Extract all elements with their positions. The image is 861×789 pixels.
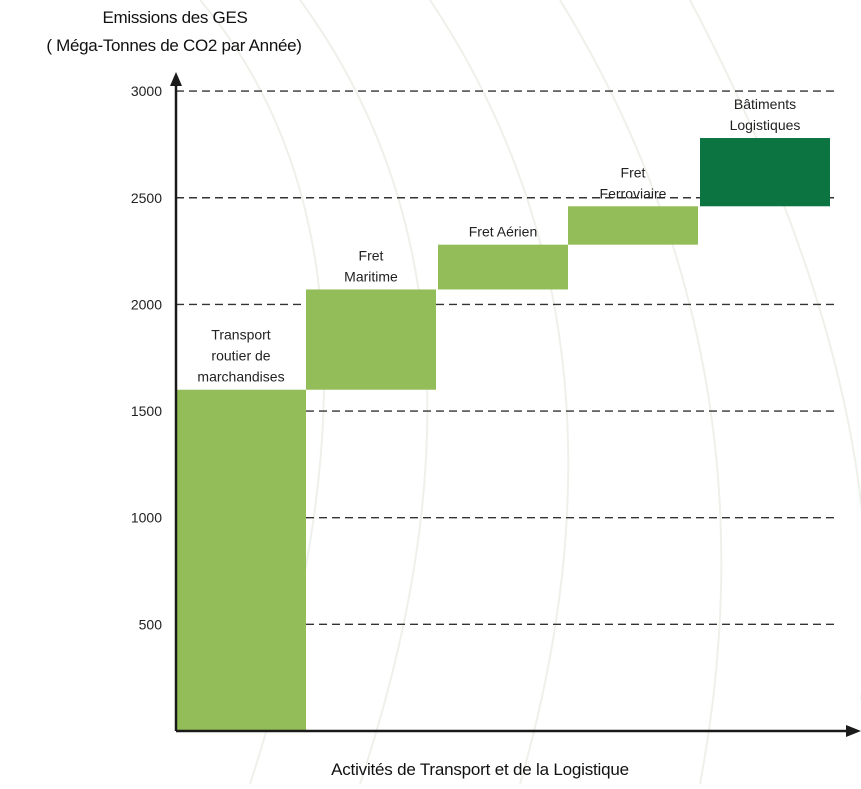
category-label-2-line-0: Fret Aérien (469, 224, 537, 240)
y-tick-label-1500: 1500 (131, 403, 162, 419)
bar-0 (176, 389, 306, 731)
category-label-0-line-0: Transport (211, 327, 271, 343)
background-arc-3 (689, 0, 861, 700)
bar-4 (700, 138, 830, 207)
category-label-0-line-2: marchandises (197, 369, 284, 385)
category-label-1-line-1: Maritime (344, 268, 398, 284)
bar-3 (568, 206, 698, 245)
bar-2 (438, 244, 568, 290)
category-label-0-line-1: routier de (211, 348, 270, 364)
category-label-4-line-0: Bâtiments (734, 96, 796, 112)
background-arc-0 (299, 0, 429, 785)
y-tick-label-2500: 2500 (131, 190, 162, 206)
category-label-1-line-0: Fret (359, 247, 384, 263)
y-tick-label-2000: 2000 (131, 296, 162, 312)
y-tick-label-3000: 3000 (131, 83, 162, 99)
background-arc-2 (559, 0, 723, 785)
y-tick-label-500: 500 (139, 616, 163, 632)
y-axis-label-line-1: Emissions des GES (102, 8, 248, 27)
category-label-3-line-0: Fret (621, 164, 646, 180)
x-axis-label: Activités de Transport et de la Logistiq… (331, 760, 629, 779)
y-tick-label-1000: 1000 (131, 510, 162, 526)
background-arc-1 (429, 0, 570, 785)
category-label-4-line-1: Logistiques (730, 117, 801, 133)
category-label-3-line-1: Ferroviaire (600, 185, 667, 201)
bar-1 (306, 289, 436, 390)
x-axis-arrowhead (846, 725, 861, 737)
y-axis-label-line-2: ( Méga-Tonnes de CO2 par Année) (46, 36, 302, 55)
y-axis-arrowhead (170, 72, 182, 86)
